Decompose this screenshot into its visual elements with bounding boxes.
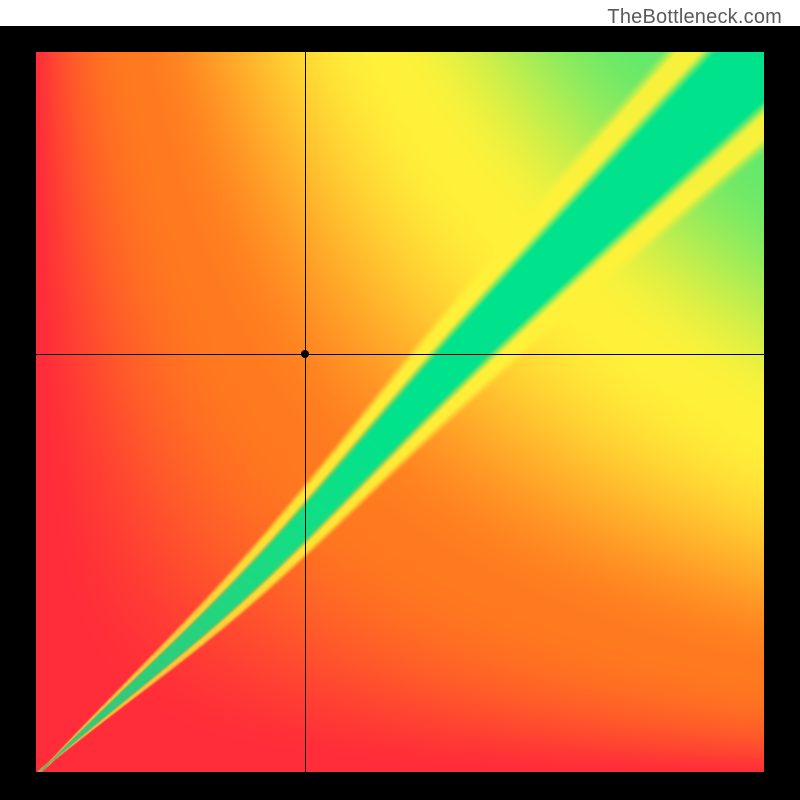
plot-area: [36, 52, 764, 772]
outer-frame: [0, 26, 800, 800]
heatmap-canvas: [36, 52, 764, 772]
watermark-text: TheBottleneck.com: [607, 6, 782, 29]
chart-container: TheBottleneck.com: [0, 0, 800, 800]
